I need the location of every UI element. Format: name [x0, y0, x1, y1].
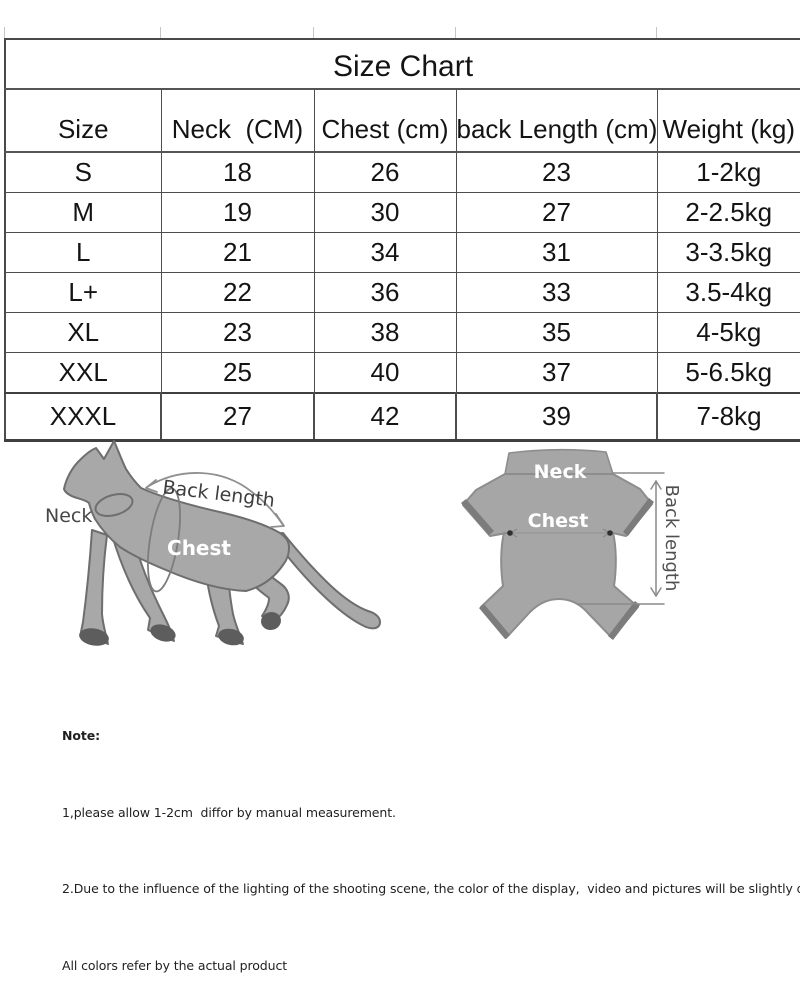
cell-size: L+	[4, 272, 162, 313]
cell-weight: 2-2.5kg	[656, 192, 800, 233]
col-header-back-length: back Length (cm)	[455, 88, 658, 153]
garment-collar	[504, 448, 614, 475]
cell-neck: 23	[160, 312, 315, 353]
cell-chest: 42	[313, 392, 457, 441]
notes-heading: Note:	[62, 728, 101, 743]
cat-neck-band	[94, 493, 134, 517]
cell-weight: 7-8kg	[655, 392, 800, 441]
cell-chest: 26	[313, 151, 457, 193]
note-line-2: 2.Due to the influence of the lighting o…	[62, 881, 800, 896]
table-row-xl: XL 23 38 35 4-5kg	[4, 312, 800, 353]
table-header-row: Size Neck (CM) Chest (cm) back Length (c…	[4, 88, 800, 153]
cat-tail	[269, 532, 381, 630]
scan-tick	[313, 27, 314, 38]
page-title: Size Chart	[4, 38, 800, 90]
cell-size: XL	[4, 312, 162, 353]
table-row-xxl: XXL 25 40 37 5-6.5kg	[4, 352, 800, 394]
table-row-l: L 21 34 31 3-3.5kg	[4, 232, 800, 273]
cell-size: M	[4, 192, 162, 233]
garment-cuff-trims	[461, 498, 654, 640]
table-row-s: S 18 26 23 1-2kg	[4, 151, 800, 193]
cat-paw	[261, 611, 281, 631]
cat-paw	[218, 628, 244, 646]
size-chart-table: Size Chart Size Neck (CM) Chest (cm) bac…	[4, 38, 800, 442]
note-line-1: 1,please allow 1-2cm diffor by manual me…	[62, 804, 396, 820]
garment-chest-label: Chest	[528, 510, 589, 532]
table-row-xxxl: XXXL 27 42 39 7-8kg	[4, 392, 800, 441]
cell-back-length: 27	[455, 192, 658, 233]
cell-chest: 40	[313, 352, 457, 394]
cat-back-length-arrow	[145, 472, 285, 528]
table-row-m: M 19 30 27 2-2.5kg	[4, 192, 800, 233]
cell-neck: 22	[160, 272, 315, 313]
scan-tick	[656, 27, 657, 38]
cell-size: L	[4, 232, 162, 273]
garment-back-length-arrow	[577, 472, 665, 605]
cell-weight: 1-2kg	[656, 151, 800, 193]
cell-back-length: 37	[455, 352, 658, 394]
note-line-3: All colors refer by the actual product	[62, 957, 288, 973]
notes-block: Note: 1,please allow 1-2cm diffor by man…	[62, 672, 800, 1004]
cell-back-length: 23	[455, 151, 658, 193]
cell-chest: 34	[313, 232, 457, 273]
cell-neck: 27	[160, 392, 315, 441]
cell-chest: 30	[313, 192, 457, 233]
garment-back-length-label: Back length	[661, 485, 682, 592]
table-row-l-plus: L+ 22 36 33 3.5-4kg	[4, 272, 800, 313]
cell-neck: 25	[160, 352, 315, 394]
cat-paw	[79, 628, 109, 646]
scan-tick	[455, 27, 456, 38]
cell-back-length: 33	[455, 272, 658, 313]
garment-neck-label: Neck	[534, 461, 587, 483]
cell-weight: 5-6.5kg	[656, 352, 800, 394]
cat-chest-girth-line	[147, 487, 181, 593]
cell-chest: 38	[313, 312, 457, 353]
cell-weight: 4-5kg	[656, 312, 800, 353]
col-header-size: Size	[4, 88, 162, 153]
col-header-weight: Weight (kg)	[656, 88, 800, 153]
cat-neck-label: Neck	[45, 505, 92, 527]
cat-measurement-illustration: Neck Back length Chest	[45, 440, 381, 646]
cat-front-leg	[80, 529, 109, 645]
garment-measurement-illustration: Neck Chest Back length	[461, 448, 682, 640]
cell-weight: 3.5-4kg	[656, 272, 800, 313]
garment-chest-line	[507, 528, 613, 538]
col-header-chest: Chest (cm)	[313, 88, 457, 153]
scan-tick	[4, 27, 5, 38]
cell-back-length: 35	[455, 312, 658, 353]
cell-neck: 18	[160, 151, 315, 193]
cell-back-length: 31	[455, 232, 658, 273]
scan-tick	[160, 27, 161, 38]
cat-paw	[150, 624, 176, 642]
cell-chest: 36	[313, 272, 457, 313]
garment-body	[462, 473, 653, 639]
cell-neck: 21	[160, 232, 315, 273]
col-header-neck: Neck (CM)	[160, 88, 315, 153]
cell-neck: 19	[160, 192, 315, 233]
cell-back-length: 39	[455, 392, 658, 441]
cell-weight: 3-3.5kg	[656, 232, 800, 273]
cell-size: XXL	[4, 352, 162, 394]
cell-size: S	[4, 151, 162, 193]
cat-chest-label: Chest	[167, 536, 231, 560]
cell-size: XXXL	[4, 392, 162, 441]
